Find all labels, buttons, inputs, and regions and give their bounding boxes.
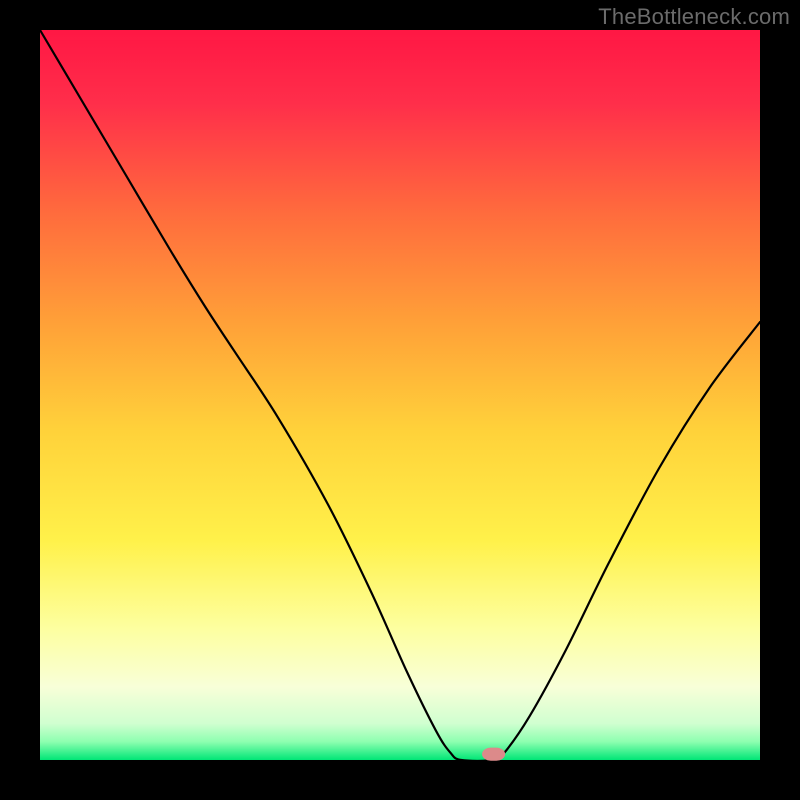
optimum-marker [482,748,505,761]
bottleneck-chart [0,0,800,800]
chart-frame: TheBottleneck.com [0,0,800,800]
plot-background [40,30,760,760]
watermark-text: TheBottleneck.com [598,4,790,30]
